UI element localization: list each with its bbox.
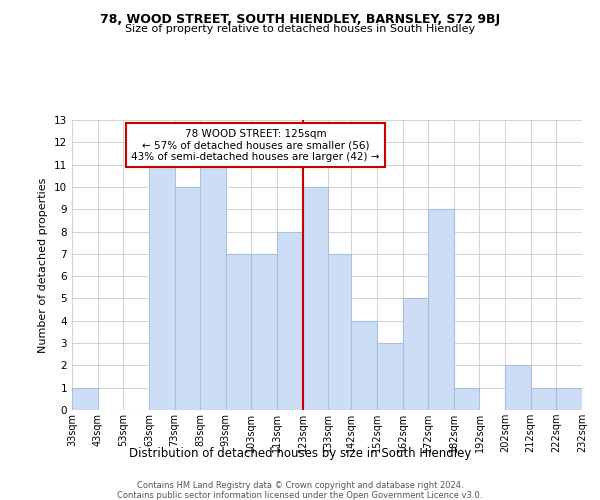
Text: 78 WOOD STREET: 125sqm
← 57% of detached houses are smaller (56)
43% of semi-det: 78 WOOD STREET: 125sqm ← 57% of detached…	[131, 128, 380, 162]
Bar	[149, 164, 175, 410]
Bar	[328, 254, 352, 410]
Bar	[377, 343, 403, 410]
Bar	[251, 254, 277, 410]
Y-axis label: Number of detached properties: Number of detached properties	[38, 178, 49, 352]
Text: Distribution of detached houses by size in South Hiendley: Distribution of detached houses by size …	[129, 448, 471, 460]
Bar	[531, 388, 556, 410]
Bar	[302, 187, 328, 410]
Bar	[175, 187, 200, 410]
Text: 78, WOOD STREET, SOUTH HIENDLEY, BARNSLEY, S72 9BJ: 78, WOOD STREET, SOUTH HIENDLEY, BARNSLE…	[100, 12, 500, 26]
Bar	[226, 254, 251, 410]
Bar	[352, 321, 377, 410]
Bar	[556, 388, 582, 410]
Text: Size of property relative to detached houses in South Hiendley: Size of property relative to detached ho…	[125, 24, 475, 34]
Bar	[428, 209, 454, 410]
Bar	[403, 298, 428, 410]
Bar	[277, 232, 302, 410]
Bar	[454, 388, 479, 410]
Text: Contains public sector information licensed under the Open Government Licence v3: Contains public sector information licen…	[118, 491, 482, 500]
Bar	[200, 164, 226, 410]
Bar	[72, 388, 98, 410]
Text: Contains HM Land Registry data © Crown copyright and database right 2024.: Contains HM Land Registry data © Crown c…	[137, 481, 463, 490]
Bar	[505, 366, 531, 410]
